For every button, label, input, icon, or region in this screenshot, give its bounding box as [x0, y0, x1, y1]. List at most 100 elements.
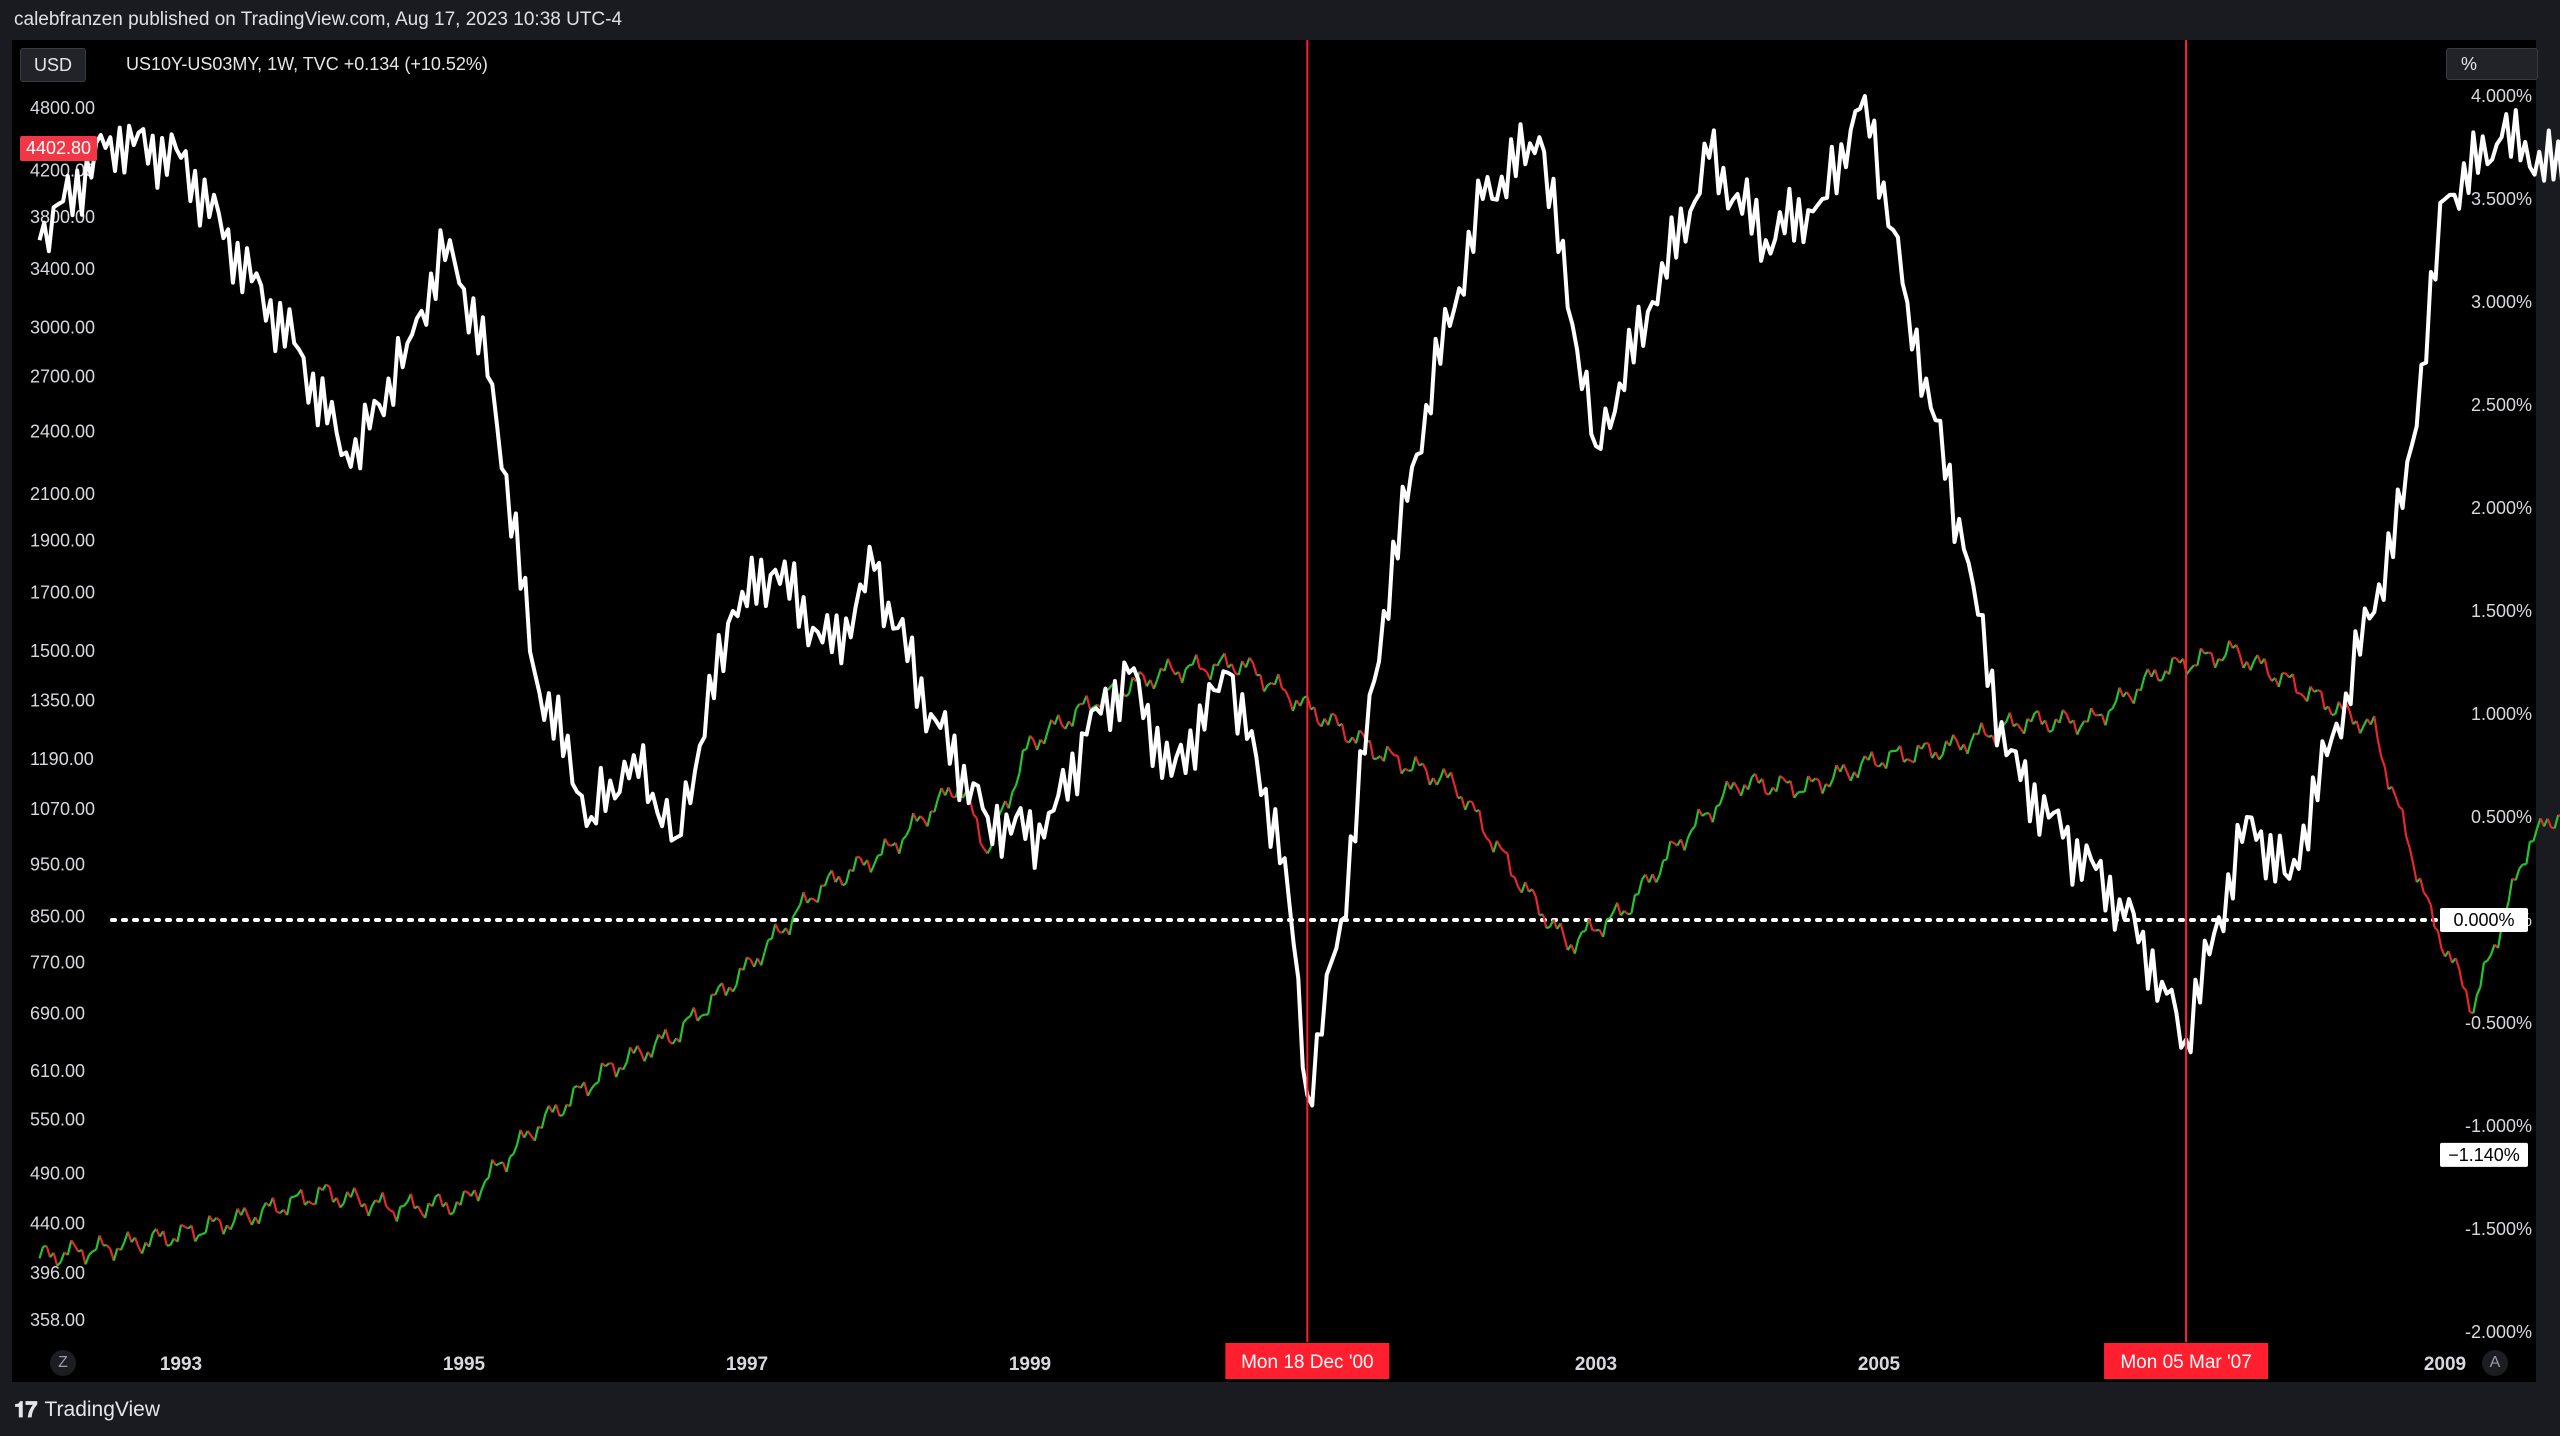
- spx-candle: [452, 1201, 458, 1214]
- currency-button[interactable]: USD: [20, 48, 86, 82]
- spx-candle: [2238, 654, 2245, 669]
- spx-candle: [883, 838, 890, 846]
- spx-candle: [1658, 860, 1665, 876]
- spx-candle: [1899, 745, 1905, 763]
- spx-candle: [1414, 756, 1421, 766]
- spx-candle: [201, 1231, 207, 1236]
- spx-candle: [1627, 912, 1632, 916]
- x-axis-tick: 1997: [726, 1354, 768, 1375]
- spx-candle: [1439, 768, 1445, 779]
- spx-candle: [1754, 773, 1760, 784]
- spx-candle: [1849, 771, 1856, 782]
- right-axis-tick: -1.000%: [2465, 1116, 2532, 1136]
- spx-candle: [2076, 726, 2082, 736]
- spx-candle: [1089, 706, 1095, 711]
- spx-candle: [1581, 929, 1586, 934]
- spx-candle: [1934, 751, 1941, 761]
- spx-candle: [218, 1220, 225, 1235]
- spx-candle: [2507, 878, 2514, 902]
- spx-candle: [1761, 778, 1767, 794]
- spx-candle: [1651, 873, 1658, 883]
- spx-candle: [1623, 910, 1629, 915]
- spx-candle: [2401, 809, 2408, 837]
- spx-candle: [770, 923, 777, 940]
- spx-candle: [1386, 745, 1392, 753]
- spx-candle: [569, 1087, 575, 1107]
- spx-candle: [802, 891, 809, 904]
- spx-candle: [1400, 768, 1406, 775]
- spx-candle: [2525, 841, 2531, 865]
- x-axis-tick: 2009: [2424, 1354, 2466, 1375]
- spx-candle: [2062, 709, 2068, 715]
- spx-candle: [1821, 783, 1827, 794]
- spx-candle: [1288, 698, 1294, 712]
- spx-candle: [2334, 701, 2340, 715]
- spx-candle: [2355, 720, 2362, 734]
- chart-area[interactable]: [12, 40, 2536, 1382]
- footer-brand[interactable]: 𝟏𝟕 TradingView: [14, 1397, 160, 1423]
- left-axis-tick: 1700.00: [30, 583, 95, 603]
- left-axis-tick: 610.00: [30, 1061, 85, 1081]
- spx-candle: [1248, 657, 1255, 664]
- spx-candle: [2532, 828, 2539, 842]
- left-axis-tick: 1900.00: [30, 531, 95, 551]
- spx-candle: [1320, 718, 1326, 728]
- spx-candle: [774, 923, 780, 933]
- spx-candle: [243, 1207, 250, 1218]
- x-axis-tick: 2005: [1858, 1354, 1901, 1375]
- spx-candle: [2030, 712, 2036, 723]
- spx-candle: [98, 1235, 105, 1246]
- spx-candle: [2104, 710, 2111, 726]
- spx-candle: [2479, 962, 2486, 988]
- spx-candle: [2412, 863, 2418, 883]
- spx-candle: [1011, 785, 1017, 793]
- left-axis-tick: 3400.00: [30, 259, 95, 279]
- spx-candle: [2079, 720, 2086, 728]
- spx-candle: [1938, 753, 1944, 761]
- spx-candle: [753, 957, 759, 968]
- spx-candle: [1382, 746, 1389, 762]
- spx-candle: [664, 1029, 671, 1042]
- spx-candle: [686, 1015, 691, 1020]
- spx-candle: [1889, 749, 1894, 753]
- spx-candle: [1725, 780, 1732, 790]
- left-axis-tick: 850.00: [30, 906, 85, 926]
- symbol-info[interactable]: US10Y-US03MY, 1W, TVC +0.134 (+10.52%): [126, 54, 488, 74]
- spx-candle: [515, 1129, 522, 1145]
- spx-candle: [2114, 687, 2121, 702]
- zoom-reset-button[interactable]: Z: [50, 1350, 76, 1376]
- spx-candle: [1331, 712, 1336, 717]
- spx-candle: [1831, 764, 1838, 780]
- percent-scale-button[interactable]: %: [2446, 48, 2538, 80]
- left-axis-tick: 4800.00: [30, 98, 95, 118]
- spx-candle: [1499, 846, 1505, 853]
- spx-candle: [2224, 640, 2231, 656]
- spx-candle: [2440, 947, 2447, 957]
- spx-candle: [2196, 648, 2202, 666]
- spx-candle: [1601, 919, 1608, 938]
- spx-candle: [155, 1228, 161, 1238]
- spx-candle: [767, 937, 773, 941]
- spx-candle: [1768, 787, 1774, 795]
- spx-candle: [1587, 918, 1594, 931]
- spx-candle: [1071, 708, 1078, 727]
- spx-candle: [484, 1176, 490, 1182]
- spx-candle: [109, 1248, 115, 1262]
- spx-candle: [2065, 713, 2072, 724]
- spx-candle: [1552, 919, 1559, 930]
- spx-candle: [778, 930, 783, 934]
- spx-candle: [2419, 878, 2425, 893]
- spx-candle: [1152, 679, 1159, 690]
- spx-candle: [594, 1081, 599, 1086]
- spx-candle: [1281, 687, 1287, 692]
- auto-scale-button[interactable]: A: [2482, 1350, 2508, 1376]
- spx-candle: [859, 857, 865, 866]
- spx-candle: [714, 986, 720, 996]
- spx-candle: [788, 916, 795, 936]
- spx-candle: [42, 1244, 47, 1248]
- spx-candle: [979, 842, 985, 850]
- spx-candle: [1495, 840, 1502, 848]
- spx-candle: [1506, 853, 1513, 876]
- spx-candle: [1471, 801, 1477, 812]
